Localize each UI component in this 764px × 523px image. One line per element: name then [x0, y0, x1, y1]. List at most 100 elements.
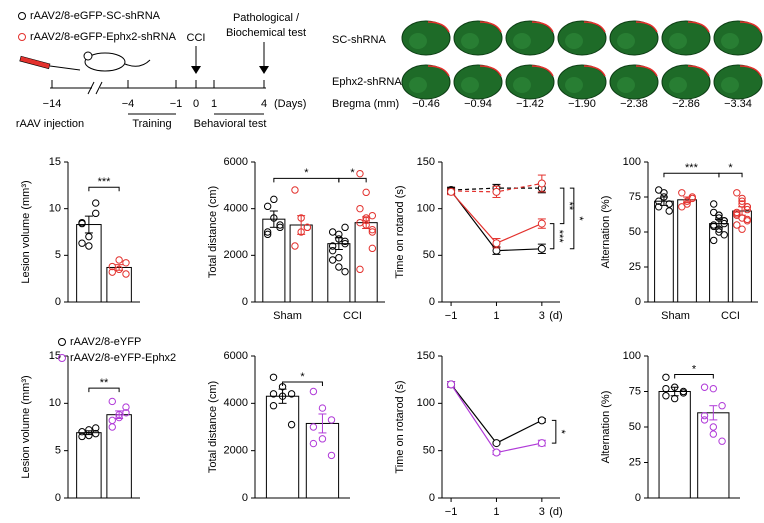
bar [327, 243, 351, 303]
data-point [743, 203, 751, 211]
data-point [78, 219, 86, 228]
data-point [665, 207, 673, 215]
event-label: CCI [187, 32, 206, 44]
bar [106, 414, 132, 499]
significance-label: * [573, 216, 585, 221]
data-point [263, 202, 272, 211]
x-tick-label: 1 [493, 506, 499, 518]
data-point [733, 210, 741, 218]
y-tick-label: 100 [623, 156, 641, 168]
lesion-outline [687, 21, 710, 33]
data-point [318, 435, 327, 443]
bar [677, 199, 697, 303]
data-point [341, 223, 349, 232]
lesion-outline [531, 65, 554, 77]
data-point [362, 214, 370, 222]
bregma-value: −1.42 [516, 98, 544, 110]
data-point [362, 216, 370, 225]
lesion-outline [531, 21, 554, 33]
data-point [278, 392, 287, 400]
data-point [710, 222, 718, 231]
data-point [683, 200, 691, 208]
data-point [368, 244, 377, 253]
data-point [368, 228, 377, 236]
bar [106, 266, 132, 303]
brain-highlight [617, 33, 635, 49]
x-tick-label: Sham [661, 310, 690, 322]
data-point [356, 204, 364, 213]
y-tick-label: 15 [49, 350, 61, 362]
data-point [92, 429, 100, 438]
data-point [328, 246, 337, 255]
bar [732, 210, 752, 303]
data-point [335, 253, 343, 262]
data-point [492, 439, 501, 448]
y-tick-label: 6000 [224, 350, 248, 362]
data-point [492, 187, 501, 196]
data-point [85, 426, 93, 434]
data-point [670, 383, 679, 391]
significance-label: *** [98, 176, 112, 188]
data-point [492, 448, 501, 457]
data-point [297, 214, 305, 222]
y-tick-label: 50 [629, 226, 641, 238]
data-point [269, 390, 278, 398]
data-point [122, 259, 130, 267]
data-point [492, 239, 501, 248]
bar [697, 412, 730, 499]
data-point [263, 228, 272, 236]
data-point [537, 439, 546, 448]
axis-break [87, 81, 95, 95]
significance-label: * [300, 371, 305, 383]
legend-marker [58, 354, 66, 362]
significance-label: ** [100, 377, 109, 389]
lesion-outline [479, 21, 502, 33]
data-point [269, 402, 278, 410]
data-point [270, 195, 278, 204]
data-point [287, 390, 296, 398]
timeline-tick-label: 0 [193, 98, 199, 110]
data-point [447, 380, 456, 389]
brain-highlight [721, 77, 739, 93]
data-point [738, 194, 746, 203]
legend-label: rAAV2/8-eYFP [70, 336, 141, 348]
y-tick-label: 100 [417, 203, 435, 215]
significance-label: * [555, 430, 567, 435]
data-point [743, 205, 751, 214]
bar [654, 200, 674, 303]
data-point [328, 256, 337, 264]
significance-label: * [304, 167, 309, 179]
data-point [738, 197, 746, 205]
y-tick-label: 2000 [224, 445, 248, 457]
event-label: Pathological / [233, 12, 300, 24]
data-point [655, 197, 663, 205]
lesion-outline [583, 21, 606, 33]
data-point [327, 451, 336, 460]
data-point [92, 209, 100, 218]
lesion-outline [479, 65, 502, 77]
y-tick-label: 6000 [224, 156, 248, 168]
significance-bracket [551, 419, 557, 444]
x-axis-label: (d) [549, 506, 562, 518]
timeline-tick-label: 1 [211, 98, 217, 110]
brain-highlight [617, 77, 635, 93]
data-point [662, 384, 670, 393]
data-point [368, 225, 377, 234]
data-point [78, 432, 86, 441]
row-label: SC-shRNA [332, 34, 386, 46]
data-point [328, 242, 337, 250]
brain-highlight [669, 33, 687, 49]
bregma-value: −0.46 [412, 98, 440, 110]
data-point [356, 169, 364, 178]
significance-bracket [674, 373, 714, 379]
data-point [710, 200, 718, 208]
data-point [309, 439, 318, 448]
significance-label: * [350, 167, 355, 179]
significance-bracket [718, 172, 743, 178]
timeline-tick-label: −1 [170, 98, 183, 110]
y-axis-label: Total distance (cm) [207, 381, 219, 473]
bregma-label: Bregma (mm) [332, 98, 399, 110]
data-point [287, 420, 296, 429]
